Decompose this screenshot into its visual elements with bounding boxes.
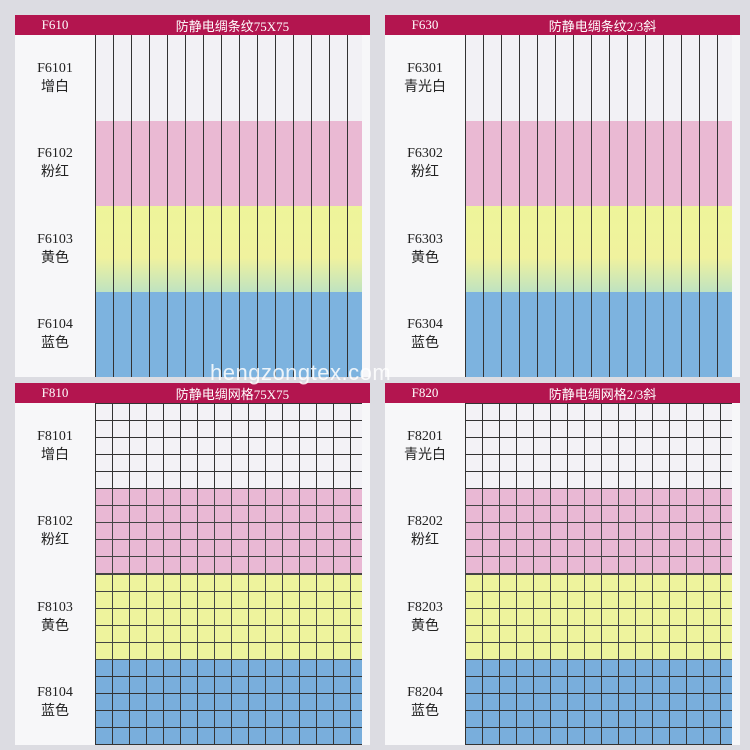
swatch-label: F8201 青光白	[385, 403, 465, 489]
color-name: 黄色	[41, 250, 69, 266]
swatch-label: F8103 黄色	[15, 574, 95, 660]
item-code: F6103	[37, 231, 73, 247]
color-name: 蓝色	[41, 336, 69, 352]
swatch-row: F8202 粉红	[385, 488, 740, 575]
item-code: F6302	[407, 146, 443, 162]
color-name: 粉红	[41, 165, 69, 181]
swatch-label: F8203 黄色	[385, 574, 465, 660]
item-code: F6101	[37, 60, 73, 76]
swatch-row: F8104 蓝色	[15, 659, 370, 746]
fabric-swatch	[465, 659, 732, 745]
swatch-row: F8102 粉红	[15, 488, 370, 575]
fabric-swatch	[465, 35, 732, 121]
item-code: F8201	[407, 428, 443, 444]
swatch-label: F6301 青光白	[385, 35, 465, 121]
swatch-panel: F810 防静电绸网格75X75 F8101 增白 F8102 粉红 F8103 黄色 F810…	[15, 383, 370, 745]
series-code: F630	[411, 17, 439, 32]
color-name: 黄色	[411, 250, 439, 266]
item-code: F6104	[37, 317, 73, 333]
swatch-row: F6303 黄色	[385, 206, 740, 292]
item-code: F8202	[407, 514, 443, 530]
color-name: 增白	[41, 447, 69, 463]
color-name: 黄色	[41, 618, 69, 634]
swatch-panel: F820 防静电绸网格2/3斜 F8201 青光白 F8202 粉红 F8203 黄色 F820…	[385, 383, 740, 745]
item-code: F8102	[37, 514, 73, 530]
panel-header: F630 防静电绸条纹2/3斜	[385, 15, 740, 35]
swatch-label: F8102 粉红	[15, 489, 95, 575]
fabric-swatch	[95, 488, 362, 574]
swatch-panel: F610 防静电绸条纹75X75 F6101 增白 F6102 粉红 F6103 黄色 F610…	[15, 15, 370, 377]
color-name: 粉红	[411, 165, 439, 181]
watermark: hengzongtex.com	[210, 360, 392, 385]
swatch-row: F6302 粉红	[385, 120, 740, 207]
swatch-row: F6301 青光白	[385, 35, 740, 121]
item-code: F8103	[37, 599, 73, 615]
item-code: F6102	[37, 146, 73, 162]
fabric-swatch	[95, 206, 362, 292]
fabric-swatch	[95, 403, 362, 489]
item-code: F8203	[407, 599, 443, 615]
swatch-label: F6103 黄色	[15, 206, 95, 292]
swatch-label: F8104 蓝色	[15, 660, 95, 746]
swatch-row: F8201 青光白	[385, 403, 740, 489]
color-name: 蓝色	[411, 336, 439, 352]
item-code: F8104	[37, 685, 73, 701]
swatch-label: F6102 粉红	[15, 121, 95, 207]
color-name: 青光白	[404, 447, 446, 463]
swatch-label: F8204 蓝色	[385, 660, 465, 746]
panel-header: F610 防静电绸条纹75X75	[15, 15, 370, 35]
swatch-row: F6101 增白	[15, 35, 370, 121]
color-name: 青光白	[404, 79, 446, 95]
swatch-row: F6104 蓝色	[15, 291, 370, 378]
panel-header: F810 防静电绸网格75X75	[15, 383, 370, 403]
color-name: 蓝色	[411, 704, 439, 720]
swatch-row: F8101 增白	[15, 403, 370, 489]
fabric-swatch	[95, 120, 362, 206]
swatch-row: F6103 黄色	[15, 206, 370, 292]
swatch-label: F6101 增白	[15, 35, 95, 121]
series-title: 防静电绸条纹2/3斜	[548, 18, 657, 34]
fabric-swatch	[95, 291, 362, 377]
series-title: 防静电绸条纹75X75	[175, 18, 290, 34]
swatch-label: F8101 增白	[15, 403, 95, 489]
swatch-label: F6302 粉红	[385, 121, 465, 207]
series-title: 防静电绸网格2/3斜	[548, 386, 657, 402]
item-code: F8101	[37, 428, 73, 444]
fabric-swatch	[95, 35, 362, 121]
series-title: 防静电绸网格75X75	[175, 386, 290, 402]
swatch-panel: F630 防静电绸条纹2/3斜 F6301 青光白 F6302 粉红 F6303 黄色 F630…	[385, 15, 740, 377]
swatch-label: F6303 黄色	[385, 206, 465, 292]
fabric-swatch	[465, 574, 732, 660]
series-code: F810	[41, 385, 69, 400]
swatch-row: F6102 粉红	[15, 120, 370, 207]
fabric-swatch	[465, 120, 732, 206]
item-code: F6301	[407, 60, 443, 76]
fabric-swatch	[465, 291, 732, 377]
color-name: 蓝色	[41, 704, 69, 720]
swatch-row: F6304 蓝色	[385, 291, 740, 378]
color-name: 黄色	[411, 618, 439, 634]
swatch-label: F6304 蓝色	[385, 292, 465, 378]
swatch-label: F6104 蓝色	[15, 292, 95, 378]
fabric-swatch	[95, 659, 362, 745]
swatch-label: F8202 粉红	[385, 489, 465, 575]
fabric-swatch	[465, 488, 732, 574]
color-name: 粉红	[41, 533, 69, 549]
color-name: 粉红	[411, 533, 439, 549]
swatch-row: F8103 黄色	[15, 574, 370, 660]
item-code: F6304	[407, 317, 443, 333]
item-code: F6303	[407, 231, 443, 247]
item-code: F8204	[407, 685, 443, 701]
swatch-row: F8204 蓝色	[385, 659, 740, 746]
fabric-swatch	[95, 574, 362, 660]
fabric-swatch	[465, 206, 732, 292]
fabric-swatch	[465, 403, 732, 489]
swatch-row: F8203 黄色	[385, 574, 740, 660]
series-code: F820	[411, 385, 439, 400]
color-name: 增白	[41, 79, 69, 95]
panel-header: F820 防静电绸网格2/3斜	[385, 383, 740, 403]
series-code: F610	[41, 17, 69, 32]
